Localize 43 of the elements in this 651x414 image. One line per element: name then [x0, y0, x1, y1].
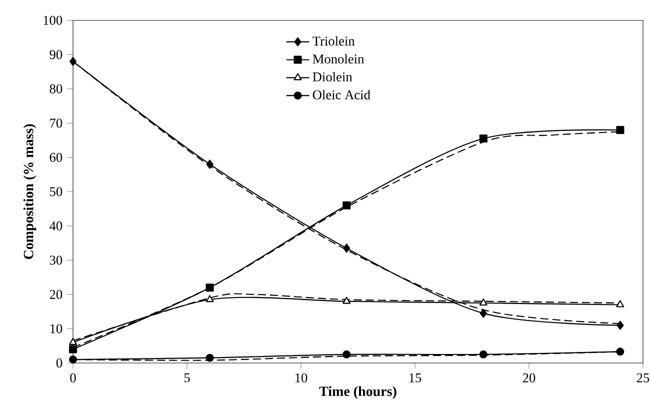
y-tick-label: 0	[56, 358, 62, 368]
point	[206, 354, 214, 362]
y-tick-label: 100	[44, 16, 62, 25]
point	[69, 356, 78, 364]
point	[69, 56, 77, 66]
y-tick-label: 70	[50, 118, 62, 128]
legend-label: Monolein	[312, 54, 364, 64]
point	[616, 320, 624, 330]
legend-label: Oleic Acid	[312, 90, 370, 100]
point	[616, 126, 624, 134]
point	[342, 201, 351, 210]
point	[343, 244, 350, 253]
x-tick-label: 0	[70, 373, 76, 382]
x-tick-label: 25	[636, 373, 650, 382]
point	[342, 350, 351, 358]
legend-label: Triolein	[312, 36, 355, 46]
legend-label: Diolein	[312, 72, 352, 82]
point	[206, 160, 214, 169]
point	[479, 350, 488, 358]
y-axis-title: Composition (% mass)	[23, 124, 36, 260]
point	[616, 348, 624, 356]
y-tick-label: 40	[50, 221, 62, 230]
y-tick-label: 20	[50, 290, 62, 299]
point	[69, 345, 78, 354]
y-tick-label: 10	[50, 324, 62, 334]
y-tick-label: 60	[50, 152, 62, 162]
x-axis-title: Time (hours)	[319, 386, 396, 399]
point	[206, 295, 214, 302]
point	[342, 296, 351, 304]
point	[479, 134, 488, 143]
point	[206, 284, 214, 292]
x-tick-label: 5	[184, 373, 190, 382]
x-tick-label: 10	[296, 373, 308, 382]
point	[616, 300, 624, 308]
y-tick-label: 80	[50, 84, 62, 94]
point	[69, 338, 78, 345]
y-tick-label: 30	[50, 256, 62, 265]
point	[480, 308, 487, 318]
x-tick-label: 15	[410, 373, 422, 382]
point	[479, 298, 488, 306]
y-tick-label: 50	[50, 187, 62, 196]
x-tick-label: 20	[522, 373, 536, 382]
y-tick-label: 90	[50, 50, 62, 60]
